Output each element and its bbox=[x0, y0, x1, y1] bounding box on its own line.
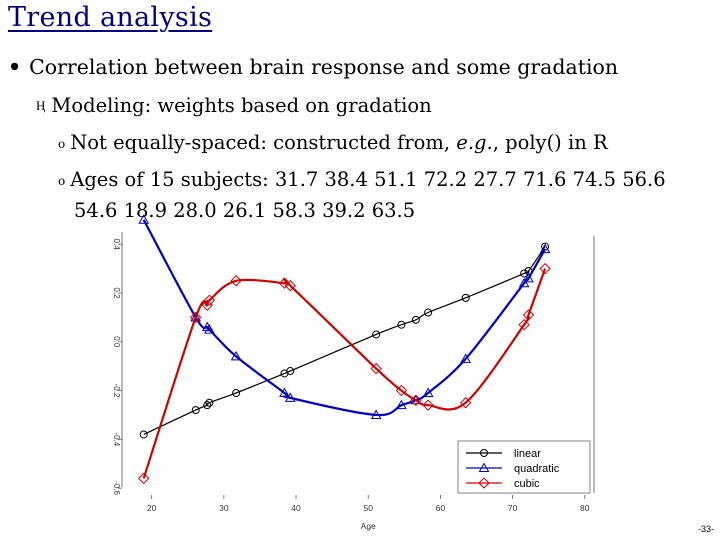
series-cubic-point bbox=[410, 394, 422, 407]
series-cubic-point bbox=[459, 397, 472, 409]
y-tick-label: 0.2 bbox=[112, 287, 121, 299]
series-cubic-point bbox=[138, 472, 150, 485]
y-tick-label: 0.0 bbox=[112, 336, 121, 348]
series-cubic-line bbox=[142, 268, 547, 479]
y-tick-label: -0.2 bbox=[112, 384, 121, 398]
y-tick-label: 0.4 bbox=[112, 239, 121, 251]
bullet-eg-text: e.g. bbox=[456, 131, 493, 154]
bullet-ages-continuation: 54.6 18.9 28.0 26.1 58.3 39.2 63.5 bbox=[74, 199, 416, 222]
legend-marker bbox=[478, 477, 490, 489]
bullet-not-equally-spaced: o Not equally-spaced: constructed from, e… bbox=[58, 131, 608, 154]
series-quadratic-point bbox=[539, 243, 551, 254]
series-quadratic-line bbox=[142, 219, 547, 417]
circle-bullet-icon: o bbox=[58, 137, 66, 151]
series-cubic-point bbox=[278, 277, 291, 289]
series-quadratic-point bbox=[460, 353, 472, 363]
series-quadratic-point bbox=[230, 350, 242, 361]
legend-marker bbox=[478, 462, 490, 472]
bullet-not-equally-spaced-text-b: , poly() in R bbox=[492, 131, 608, 154]
series-quadratic-point bbox=[422, 387, 434, 397]
bullet-not-equally-spaced-text-a: Not equally-spaced: constructed from, bbox=[70, 131, 457, 154]
series-linear-point bbox=[191, 406, 200, 415]
x-tick-label: 40 bbox=[291, 503, 301, 513]
series-linear-point bbox=[205, 398, 214, 407]
legend-label: cubic bbox=[514, 478, 540, 490]
series-cubic-point bbox=[522, 309, 535, 321]
series-linear-point bbox=[461, 293, 470, 302]
slide-title: Trend analysis bbox=[8, 2, 213, 33]
series-linear-point bbox=[424, 308, 433, 317]
series-linear-point bbox=[286, 367, 295, 376]
y-tick-label: -0.6 bbox=[112, 481, 121, 495]
series-cubic-point bbox=[539, 262, 551, 275]
bullet-ages-line1: Ages of 15 subjects: 31.7 38.4 51.1 72.2… bbox=[70, 168, 666, 191]
page-number: -33- bbox=[697, 524, 714, 534]
series-cubic-point bbox=[395, 384, 408, 397]
series-linear-point bbox=[372, 330, 381, 339]
series-quadratic-point bbox=[201, 321, 213, 332]
series-linear-line bbox=[143, 246, 546, 436]
series-cubic-point bbox=[370, 362, 382, 375]
series-cubic-point bbox=[422, 399, 434, 411]
x-tick-label: 80 bbox=[580, 503, 590, 513]
sub-bullet-marker-icon: Ⱨ bbox=[36, 99, 46, 114]
x-axis-label: Age bbox=[361, 521, 376, 531]
series-linear-point bbox=[232, 388, 241, 397]
bullet-modeling: Ⱨ Modeling: weights based on gradation bbox=[36, 94, 432, 117]
legend-label: quadratic bbox=[514, 463, 560, 475]
series-quadratic-point bbox=[370, 409, 382, 419]
series-cubic-point bbox=[518, 318, 530, 331]
legend-marker bbox=[480, 449, 488, 457]
y-tick-label: -0.4 bbox=[112, 432, 121, 446]
bullet-modeling-text: Modeling: weights based on gradation bbox=[51, 94, 432, 117]
series-quadratic-point bbox=[190, 311, 202, 322]
legend-label: linear bbox=[514, 448, 541, 460]
bullet-ages: o Ages of 15 subjects: 31.7 38.4 51.1 72.… bbox=[58, 168, 666, 191]
series-linear-point bbox=[203, 401, 212, 410]
series-cubic-point bbox=[203, 294, 216, 307]
series-linear-point bbox=[411, 315, 420, 324]
series-quadratic-point bbox=[523, 272, 534, 283]
series-cubic-point bbox=[230, 275, 242, 287]
circle-bullet-icon: o bbox=[58, 174, 66, 188]
series-cubic-point bbox=[284, 279, 296, 292]
series-quadratic-point bbox=[279, 387, 290, 397]
series-linear-point bbox=[139, 430, 148, 439]
bullet-dot-icon: • bbox=[8, 55, 22, 79]
series-linear-point bbox=[397, 320, 406, 329]
x-tick-label: 50 bbox=[363, 503, 373, 513]
x-tick-label: 60 bbox=[436, 503, 446, 513]
series-quadratic-point bbox=[138, 214, 150, 224]
bullet-correlation-text: Correlation between brain response and s… bbox=[29, 55, 619, 79]
x-tick-label: 20 bbox=[147, 503, 157, 513]
series-quadratic-point bbox=[204, 324, 215, 334]
series-quadratic-point bbox=[284, 392, 296, 402]
x-tick-label: 70 bbox=[508, 503, 518, 513]
series-quadratic-point bbox=[518, 277, 530, 288]
series-cubic-point bbox=[189, 311, 202, 324]
bullet-correlation: • Correlation between brain response and … bbox=[8, 55, 618, 79]
series-linear-point bbox=[520, 269, 529, 278]
series-quadratic-point bbox=[396, 399, 407, 410]
x-tick-label: 30 bbox=[219, 503, 229, 513]
